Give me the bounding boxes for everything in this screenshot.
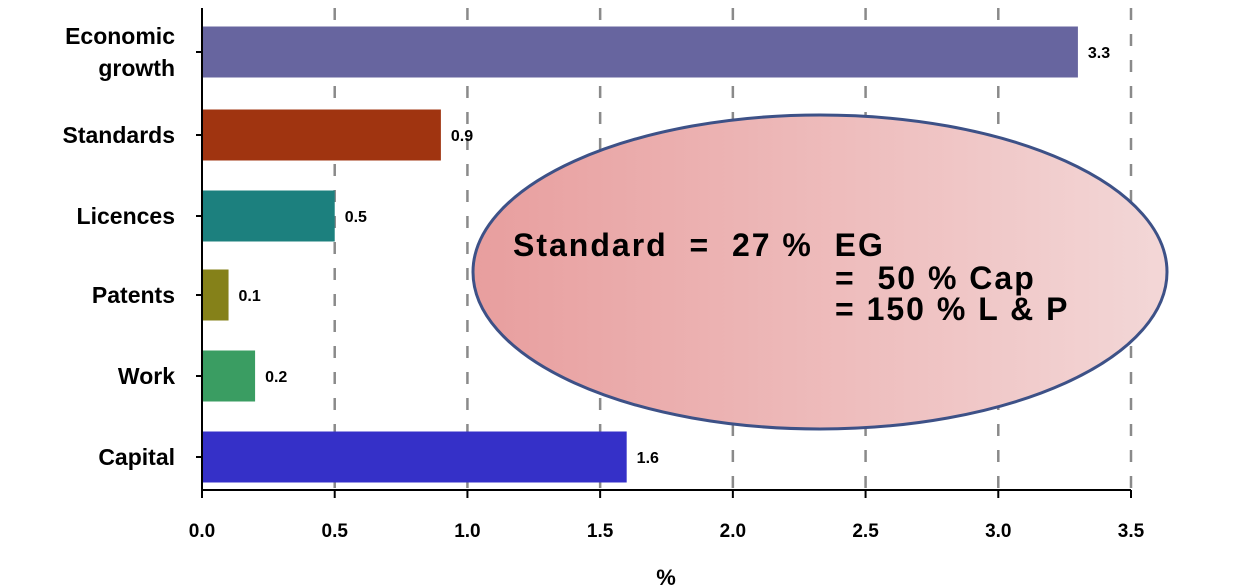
x-tick-label: 2.0 bbox=[720, 521, 746, 542]
x-tick-label: 3.0 bbox=[985, 521, 1011, 542]
category-label: growth bbox=[98, 55, 175, 81]
bar-value-label: 1.6 bbox=[637, 450, 659, 467]
bar bbox=[202, 109, 441, 161]
bars bbox=[202, 26, 1078, 483]
bar bbox=[202, 350, 256, 402]
labels: 0.0 0.5 1.0 1.5 2.0 2.5 3.0 3.5 3.3 Economic growt… bbox=[63, 23, 1145, 542]
bar bbox=[202, 190, 335, 242]
axes bbox=[196, 8, 1132, 498]
bar-value-label: 3.3 bbox=[1088, 45, 1110, 62]
bar bbox=[202, 269, 229, 321]
bar-value-label: 0.1 bbox=[239, 288, 261, 305]
category-label: Licences bbox=[77, 203, 175, 229]
category-label: Patents bbox=[92, 282, 175, 308]
bar bbox=[202, 26, 1078, 78]
bar bbox=[202, 431, 627, 483]
x-tick-label: 1.0 bbox=[454, 521, 480, 542]
category-label: Work bbox=[118, 363, 175, 389]
x-tick-label: 0.0 bbox=[189, 521, 215, 542]
callout-line-2: = 50 % Cap bbox=[835, 260, 1036, 296]
callout-line-1: Standard = 27 % EG bbox=[513, 227, 885, 263]
x-tick-label: 1.5 bbox=[587, 521, 614, 542]
x-axis-title: % bbox=[656, 565, 676, 588]
category-label: Economic bbox=[65, 23, 175, 49]
category-label: Capital bbox=[98, 444, 175, 470]
callout: Standard = 27 % EG = 50 % Cap = 150 % L … bbox=[471, 113, 1169, 431]
x-tick-label: 3.5 bbox=[1118, 521, 1145, 542]
x-tick-label: 2.5 bbox=[852, 521, 879, 542]
x-tick-label: 0.5 bbox=[322, 521, 349, 542]
callout-line-3: = 150 % L & P bbox=[835, 291, 1069, 327]
callout-ellipse bbox=[471, 113, 1169, 431]
bar-value-label: 0.5 bbox=[345, 209, 367, 226]
bar-value-label: 0.9 bbox=[451, 128, 473, 145]
category-label: Standards bbox=[63, 122, 175, 148]
bar-value-label: 0.2 bbox=[265, 369, 287, 386]
